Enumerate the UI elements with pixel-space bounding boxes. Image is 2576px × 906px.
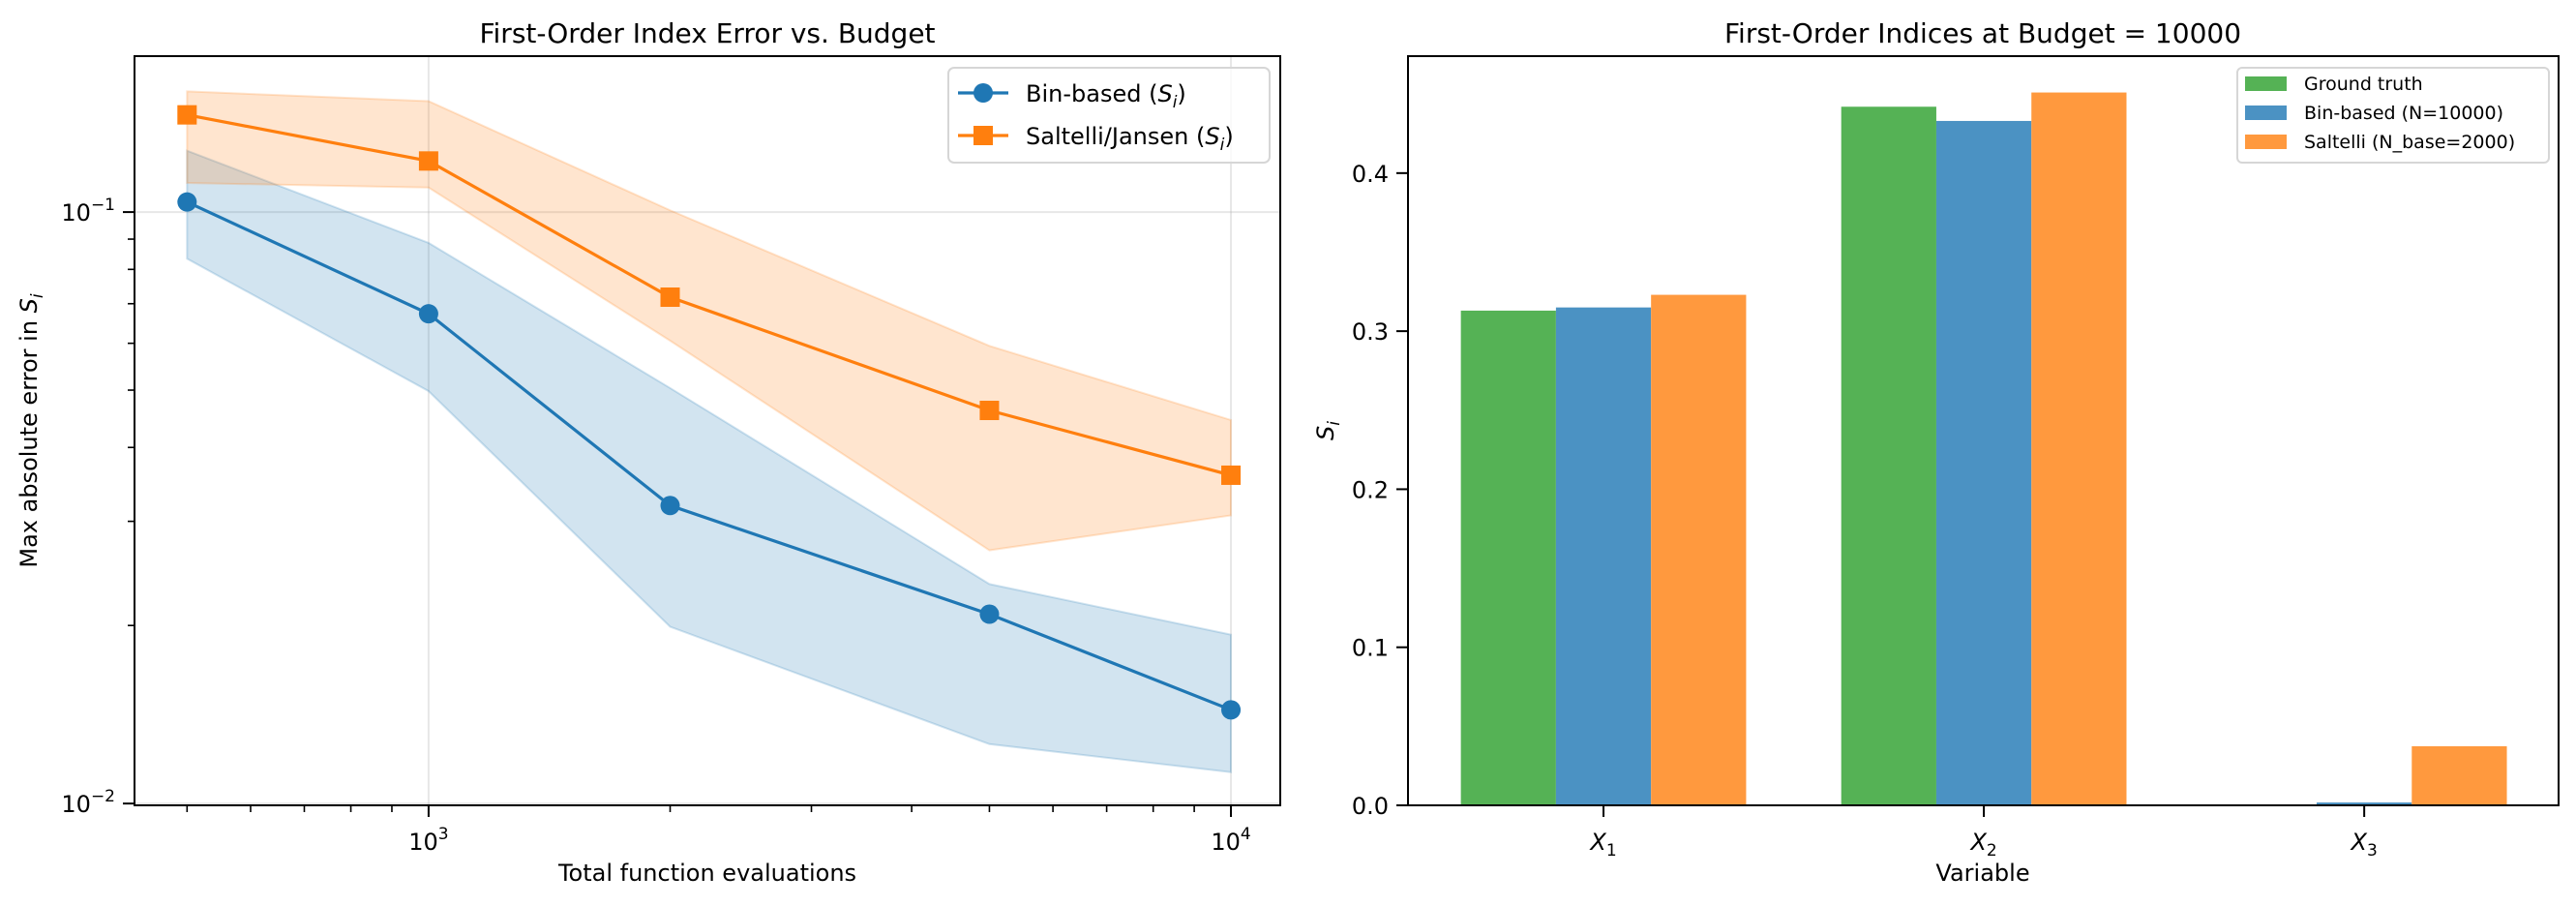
- legend-entry-saltelli-jansen: Saltelli/Jansen (Si): [958, 123, 1234, 155]
- saltelli-jansen-point: [1221, 465, 1242, 485]
- saltelli-jansen-band: [186, 90, 1233, 552]
- left-series-markers: [177, 105, 1242, 720]
- legend-entry-bin-based: Bin-based (Si): [958, 80, 1186, 112]
- legend-label: Bin-based (N=10000): [2304, 103, 2503, 124]
- legend-entry-saltelli-n-base-2000: Saltelli (N_base=2000): [2245, 132, 2515, 153]
- left-x-axis-label: Total function evaluations: [557, 860, 856, 887]
- y-tick-label: 10−1: [61, 196, 115, 226]
- indices-bar-panel: First-Order Indices at Budget = 10000 X1…: [1312, 17, 2560, 887]
- bar-bin-based-n-10000: [1555, 307, 1652, 805]
- left-chart-title: First-Order Index Error vs. Budget: [479, 17, 935, 49]
- left-axes-frame: [134, 55, 1281, 806]
- bar-saltelli-n-base-2000: [2411, 745, 2507, 805]
- legend-label: Saltelli (N_base=2000): [2304, 132, 2515, 153]
- x-tick-label: X3: [2350, 829, 2378, 861]
- saltelli-jansen-point: [979, 401, 1000, 421]
- legend-label: Bin-based (Si): [1026, 80, 1186, 112]
- bar-bin-based-n-10000: [1935, 120, 2032, 806]
- bin-based-point: [979, 604, 1000, 624]
- bin-based-band: [186, 149, 1233, 773]
- y-tick-label: 0.4: [1352, 161, 1389, 188]
- saltelli-jansen-point: [177, 105, 197, 125]
- x-tick-label: X1: [1588, 829, 1616, 861]
- legend-swatch: [2245, 76, 2287, 91]
- y-tick-label: 10−2: [61, 787, 115, 818]
- legend-entry-ground-truth: Ground truth: [2245, 74, 2423, 95]
- x-tick-label: X2: [1968, 829, 1996, 861]
- x-tick-label: 103: [408, 825, 448, 856]
- legend-marker: [973, 126, 993, 145]
- bin-based-point: [1221, 700, 1242, 720]
- right-bars: [1460, 92, 2507, 806]
- legend-label: Saltelli/Jansen (Si): [1026, 123, 1234, 155]
- bar-ground-truth: [1460, 310, 1556, 805]
- legend-swatch: [2245, 135, 2287, 149]
- bar-ground-truth: [1841, 106, 1936, 805]
- left-confidence-bands: [186, 90, 1233, 773]
- right-y-axis-label: Si: [1312, 421, 1344, 440]
- right-x-ticks: X1 X2 X3: [1588, 805, 2378, 861]
- bin-based-point: [660, 496, 680, 516]
- bin-based-point: [418, 304, 438, 324]
- y-tick-label: 0.2: [1352, 476, 1389, 503]
- x-tick-label: 104: [1211, 825, 1250, 856]
- left-legend: Bin-based (Si) Saltelli/Jansen (Si): [947, 67, 1271, 164]
- y-tick-label: 0.3: [1352, 318, 1389, 346]
- saltelli-jansen-point: [418, 151, 438, 171]
- legend-box: [2236, 67, 2550, 164]
- y-tick-label: 0.1: [1352, 635, 1389, 662]
- legend-entry-bin-based-n-10000: Bin-based (N=10000): [2245, 103, 2503, 124]
- right-chart-title: First-Order Indices at Budget = 10000: [1724, 17, 2241, 49]
- error-vs-budget-panel: First-Order Index Error vs. Budget 103 10…: [15, 17, 1281, 887]
- left-y-axis-label: Max absolute error in Si: [15, 293, 47, 568]
- saltelli-jansen-point: [660, 287, 680, 308]
- bar-saltelli-n-base-2000: [2031, 92, 2127, 806]
- left-grid: [135, 56, 1280, 805]
- left-x-ticks: 103 104: [186, 805, 1251, 856]
- bar-saltelli-n-base-2000: [1651, 294, 1747, 806]
- right-y-ticks: 0.0 0.1 0.2 0.3 0.4: [1352, 161, 1408, 820]
- bin-based-point: [177, 192, 197, 212]
- y-tick-label: 0.0: [1352, 793, 1389, 820]
- legend-label: Ground truth: [2304, 74, 2423, 95]
- bar-bin-based-n-10000: [2317, 802, 2412, 805]
- left-y-ticks: 10−1 10−2: [61, 196, 135, 818]
- right-legend: Ground truth Bin-based (N=10000) Saltelli …: [2236, 67, 2550, 164]
- right-x-axis-label: Variable: [1935, 860, 2029, 887]
- legend-marker: [973, 83, 993, 103]
- legend-swatch: [2245, 106, 2287, 120]
- legend-box: [947, 67, 1271, 164]
